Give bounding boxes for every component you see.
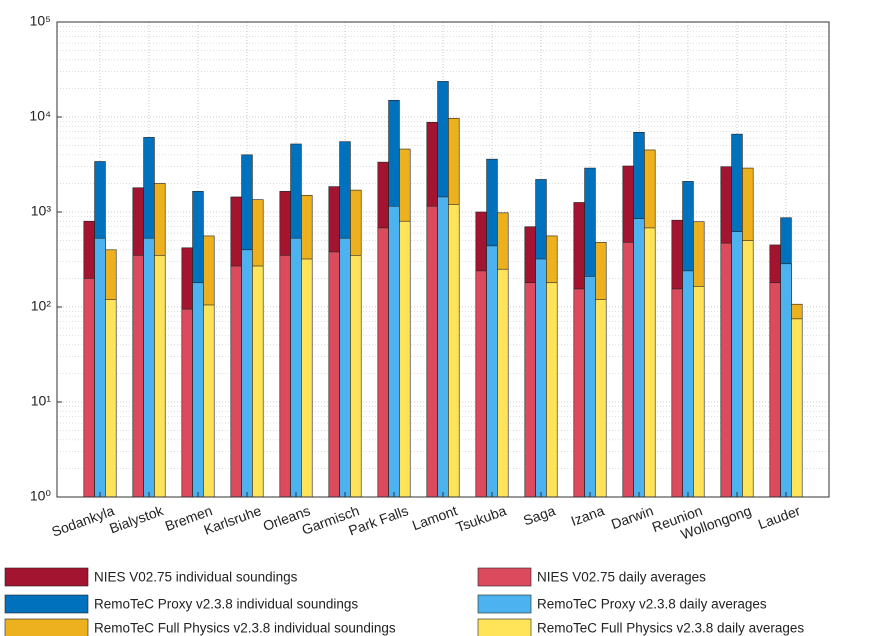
- legend-swatch: [477, 594, 532, 614]
- legend-label: RemoTeC Proxy v2.3.8 individual sounding…: [94, 597, 358, 612]
- bar: [535, 258, 547, 498]
- bar: [192, 282, 204, 498]
- bar: [105, 299, 117, 498]
- legend-swatch: [4, 618, 89, 636]
- bar: [595, 299, 607, 498]
- x-tick-label: Izana: [569, 502, 607, 529]
- bar: [203, 304, 215, 498]
- bar: [633, 218, 645, 498]
- legend-swatch: [477, 618, 532, 636]
- bar: [644, 227, 656, 498]
- y-tick-label: 10⁵: [30, 13, 51, 29]
- bar: [769, 282, 781, 498]
- bar: [791, 318, 803, 498]
- bar: [731, 231, 743, 498]
- bar: [301, 258, 313, 498]
- legend-label: RemoTeC Full Physics v2.3.8 individual s…: [94, 621, 396, 636]
- legend-label: RemoTeC Proxy v2.3.8 daily averages: [537, 597, 767, 612]
- x-tick-label: Lauder: [756, 502, 803, 532]
- bar: [279, 255, 291, 498]
- bar: [339, 237, 351, 498]
- y-tick-label: 10⁰: [30, 488, 52, 504]
- x-tick-label: Bialystok: [107, 502, 166, 537]
- bar: [584, 276, 596, 498]
- bar: [720, 242, 732, 498]
- legend-swatch: [4, 567, 89, 587]
- bar: [377, 227, 389, 498]
- bar: [682, 270, 694, 498]
- bar: [546, 282, 558, 498]
- bar: [154, 255, 166, 498]
- bar: [143, 237, 155, 498]
- bar: [350, 255, 362, 498]
- legend-label: NIES V02.75 individual soundings: [94, 570, 298, 585]
- y-tick-label: 10¹: [31, 393, 52, 409]
- x-tick-label: Tsukuba: [454, 502, 509, 535]
- bar: [742, 240, 754, 498]
- legend-swatch: [4, 594, 89, 614]
- bar: [497, 268, 509, 498]
- bar: [241, 249, 253, 498]
- y-tick-label: 10⁴: [29, 108, 51, 124]
- x-tick-label: Saga: [521, 502, 557, 528]
- y-tick-label: 10²: [31, 298, 52, 314]
- bar: [573, 288, 585, 498]
- bar: [230, 265, 242, 498]
- bar: [252, 265, 264, 498]
- bar: [426, 205, 438, 498]
- bar: [780, 263, 792, 498]
- bar: [328, 251, 340, 498]
- bar: [475, 270, 487, 498]
- bar: [486, 245, 498, 498]
- bar: [693, 286, 705, 498]
- bar: [83, 278, 95, 498]
- y-tick-label: 10³: [31, 203, 52, 219]
- bar: [399, 220, 411, 498]
- bar: [388, 205, 400, 498]
- bar: [671, 288, 683, 498]
- legend-label: NIES V02.75 daily averages: [537, 570, 706, 585]
- bar: [448, 204, 460, 498]
- bar: [132, 255, 144, 498]
- x-tick-label: Lamont: [410, 502, 459, 533]
- x-tick-label: Karlsruhe: [202, 502, 264, 538]
- bar: [437, 196, 449, 498]
- x-tick-label: Darwin: [609, 502, 655, 532]
- bar: [290, 237, 302, 498]
- legend-label: RemoTeC Full Physics v2.3.8 daily averag…: [537, 621, 804, 636]
- bar: [524, 282, 536, 498]
- bar: [181, 308, 193, 498]
- legend-swatch: [477, 567, 532, 587]
- bar: [94, 237, 106, 498]
- bar: [622, 241, 634, 498]
